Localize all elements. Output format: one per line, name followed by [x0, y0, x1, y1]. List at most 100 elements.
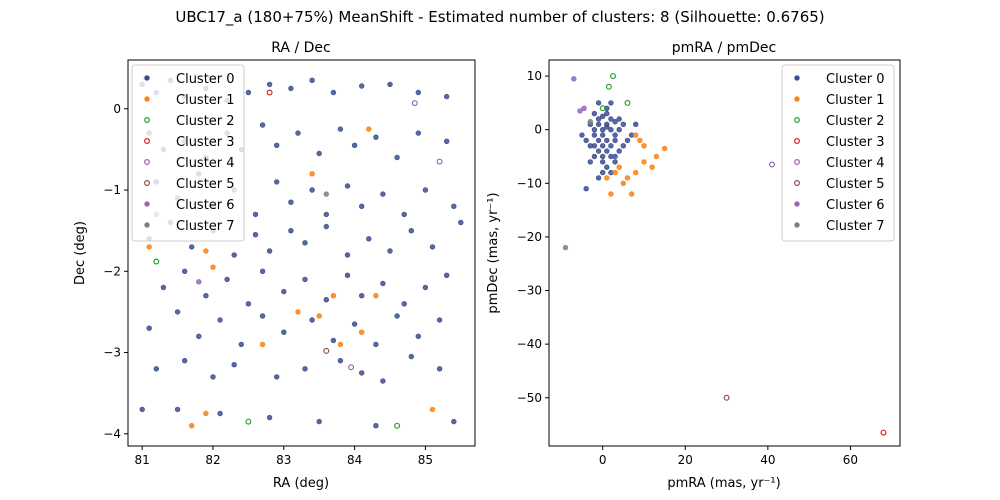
data-point	[359, 370, 365, 376]
data-point	[624, 99, 631, 106]
data-point	[323, 223, 329, 230]
data-point	[302, 240, 308, 246]
data-point	[595, 137, 602, 144]
data-point	[599, 153, 606, 160]
data-point	[571, 76, 577, 82]
data-point	[616, 148, 622, 154]
y-tick-label: 10	[527, 69, 542, 83]
data-point	[768, 161, 775, 168]
data-point	[210, 264, 216, 270]
data-point	[583, 186, 589, 192]
y-tick-label: −3	[103, 346, 121, 360]
data-point	[309, 171, 315, 177]
x-axis-label: RA (deg)	[273, 476, 329, 491]
legend-label: Cluster 7	[176, 219, 235, 234]
data-point	[641, 143, 647, 149]
data-point	[661, 145, 668, 152]
data-point	[595, 148, 602, 154]
y-tick-label: 0	[113, 102, 121, 116]
data-point	[458, 219, 464, 226]
data-point	[608, 116, 614, 122]
data-point	[259, 268, 266, 274]
legend-marker	[144, 201, 150, 207]
data-point	[604, 105, 610, 112]
legend-marker	[144, 116, 151, 123]
subplot-ra-dec: RA / Dec 81 82 83 84 85 0 −1 −2 −3 −4 RA (deg) D…	[73, 40, 476, 491]
data-point	[309, 187, 315, 193]
y-axis-ticks: 10 0 −10 −20 −30 −40 −50	[517, 69, 549, 405]
data-point	[653, 153, 660, 160]
data-point	[632, 132, 639, 138]
data-point	[231, 252, 237, 258]
data-point	[288, 228, 294, 234]
data-point	[174, 309, 181, 315]
data-point	[224, 276, 230, 283]
x-axis-ticks: 0 20 40 60	[599, 446, 858, 467]
data-point	[616, 126, 622, 133]
data-point	[238, 341, 245, 348]
data-point	[591, 110, 598, 117]
subplot-title: pmRA / pmDec	[672, 40, 777, 56]
figure-suptitle: UBC17_a (180+75%) MeanShift - Estimated …	[175, 8, 824, 27]
x-tick-label: 84	[347, 453, 362, 467]
data-point	[295, 309, 301, 315]
data-point	[330, 89, 337, 96]
data-point	[562, 244, 569, 251]
data-point	[323, 191, 329, 197]
data-point	[595, 121, 602, 128]
data-point	[266, 81, 273, 88]
data-point	[373, 341, 379, 348]
data-point	[587, 159, 593, 165]
legend-marker	[144, 75, 150, 81]
data-point	[605, 83, 612, 90]
legend-label: Cluster 1	[176, 93, 235, 108]
data-point	[217, 410, 223, 417]
x-tick-label: 40	[760, 453, 775, 467]
data-point	[591, 153, 598, 160]
legend-label: Cluster 3	[826, 135, 885, 150]
data-point	[609, 73, 616, 80]
legend-marker	[793, 138, 800, 145]
legend-label: Cluster 3	[176, 135, 235, 150]
data-point	[394, 154, 400, 161]
y-tick-label: −30	[517, 284, 542, 298]
data-point	[380, 280, 386, 287]
data-point	[288, 199, 294, 205]
legend: Cluster 0 Cluster 1 Cluster 2 Cluster 3 Clus…	[131, 64, 245, 242]
legend-marker	[144, 222, 150, 228]
data-point	[637, 137, 643, 144]
data-point	[203, 293, 209, 299]
legend-label: Cluster 2	[176, 114, 235, 129]
data-point	[309, 317, 315, 323]
data-point	[608, 126, 614, 133]
data-point	[359, 203, 365, 210]
legend-frame	[131, 64, 245, 242]
data-point	[451, 203, 457, 210]
legend-label: Cluster 7	[826, 219, 885, 234]
data-point	[591, 126, 598, 133]
legend-label: Cluster 4	[176, 156, 235, 171]
data-point	[583, 137, 589, 144]
data-point	[344, 183, 351, 189]
legend-marker	[793, 180, 800, 187]
y-tick-label: −50	[517, 391, 542, 405]
data-point	[252, 232, 259, 238]
data-point	[316, 150, 322, 157]
data-point	[604, 148, 610, 154]
legend-marker	[144, 96, 150, 102]
data-point	[373, 423, 379, 429]
y-axis-label: pmDec (mas, yr⁻¹)	[486, 192, 501, 313]
data-point	[348, 364, 355, 371]
y-tick-label: −1	[103, 183, 121, 197]
data-point	[203, 410, 209, 417]
data-point	[591, 143, 598, 149]
data-point	[632, 121, 639, 128]
legend-label: Cluster 4	[826, 156, 885, 171]
data-point	[231, 362, 237, 368]
legend-marker	[794, 201, 800, 207]
data-point	[281, 329, 287, 335]
data-point	[599, 105, 606, 112]
data-point	[252, 211, 259, 218]
data-point	[153, 258, 160, 265]
data-point	[408, 353, 414, 360]
